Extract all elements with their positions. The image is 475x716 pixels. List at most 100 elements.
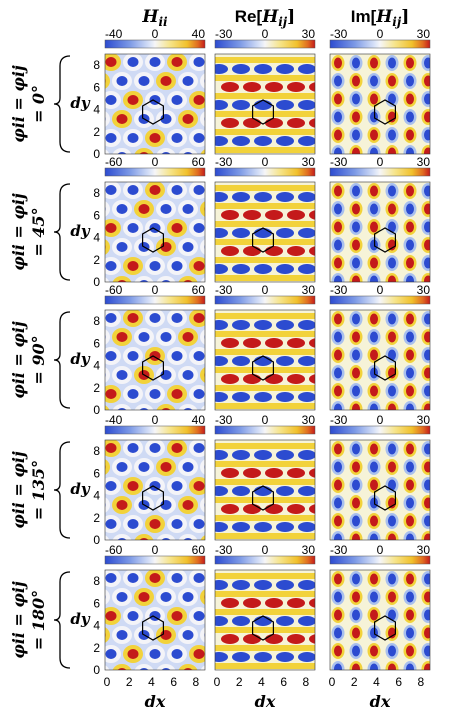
contour-core <box>334 75 342 87</box>
contour-lobe <box>243 210 261 220</box>
colorbar-tick-label: -30 <box>330 283 348 297</box>
contour-core <box>352 591 360 603</box>
colorbar <box>214 39 316 49</box>
contour-core <box>127 389 139 399</box>
contour-lobe <box>243 540 261 550</box>
y-tick-label: 6 <box>93 466 100 480</box>
contour-core <box>84 557 95 567</box>
contour-blob <box>200 589 205 605</box>
contour-core <box>149 57 161 67</box>
col-title-im-hij: Im[Hij] <box>351 7 410 29</box>
contour-lobe <box>298 228 315 238</box>
contour-blob <box>105 459 110 475</box>
row-label: φii = φij= 135° <box>9 451 48 529</box>
contour-core <box>388 609 396 621</box>
contour-core <box>205 294 216 304</box>
contour-core <box>406 479 414 491</box>
contour-stripe <box>215 221 315 227</box>
contour-lobe <box>276 392 294 402</box>
contour-core <box>352 533 360 540</box>
contour-blob <box>200 149 205 154</box>
contour-lobe <box>265 210 283 220</box>
contour-core <box>182 242 194 252</box>
colorbar-tick-label: 0 <box>262 27 269 41</box>
contour-blob <box>105 201 110 217</box>
contour-core <box>370 313 378 325</box>
contour-lobe <box>309 374 315 384</box>
contour-core <box>95 424 106 434</box>
contour-core <box>388 403 396 410</box>
contour-core <box>334 57 342 69</box>
contour-core <box>105 95 117 105</box>
colorbar-tick-label: 30 <box>417 155 431 169</box>
contour-blob <box>105 535 110 540</box>
contour-lobe <box>254 64 272 74</box>
contour-lobe <box>232 486 250 496</box>
panel-frame <box>104 439 206 541</box>
contour-core <box>388 313 396 325</box>
contour-lobe <box>243 374 261 384</box>
x-tick-label: 4 <box>373 675 380 689</box>
contour-lobe <box>232 356 250 366</box>
hexagon-cell <box>142 355 164 381</box>
contour-lobe <box>298 264 315 274</box>
contour-core <box>352 627 360 639</box>
contour-core <box>406 331 414 343</box>
contour-core <box>193 443 205 453</box>
col-title-re-hij: Re[Hij] <box>235 7 295 29</box>
contour-blob <box>200 239 205 255</box>
contour-core <box>334 129 342 141</box>
contour-core <box>171 519 183 529</box>
contour-lobe <box>265 246 283 256</box>
y-tick-label: 2 <box>93 511 100 525</box>
contour-blob <box>200 665 205 670</box>
contour-core <box>171 443 183 453</box>
contour-blob <box>178 664 198 670</box>
contour-lobe <box>254 320 272 330</box>
contour-lobe <box>309 210 315 220</box>
colorbar-tick-label: 40 <box>192 413 206 427</box>
contour-core <box>193 573 205 583</box>
contour-lobe <box>243 634 261 644</box>
colorbar-tick-label: 30 <box>417 283 431 297</box>
contour-core <box>116 332 128 342</box>
contour-core <box>182 114 194 124</box>
contour-lobe <box>276 192 294 202</box>
contour-core <box>388 443 396 455</box>
contour-core <box>370 275 378 282</box>
colorbar-tick-label: 0 <box>152 27 159 41</box>
contour-core <box>204 244 205 250</box>
contour-blob <box>178 534 198 540</box>
hexagon-cell <box>252 227 274 253</box>
contour-core <box>205 280 216 290</box>
contour-lobe <box>232 64 250 74</box>
y-tick-label: 0 <box>93 533 100 547</box>
contour-core <box>193 95 205 105</box>
contour-core <box>127 313 139 323</box>
contour-core <box>388 111 396 123</box>
colorbar-tick-label: -30 <box>330 543 348 557</box>
panel-frame <box>104 309 206 411</box>
contour-core <box>127 481 139 491</box>
contour-stripe <box>215 349 315 355</box>
contour-stripe <box>215 645 315 651</box>
contour-blob <box>105 627 110 643</box>
contour-lobe <box>243 410 261 420</box>
contour-blob <box>200 329 205 345</box>
contour-core <box>406 403 414 410</box>
contour-core <box>388 239 396 251</box>
contour-core <box>424 591 430 603</box>
contour-core <box>160 592 172 602</box>
contour-core <box>370 257 378 269</box>
hexagon-cell <box>374 615 396 641</box>
row-label-line1: φii = φij <box>9 451 28 529</box>
contour-core <box>139 668 149 670</box>
contour-core <box>117 280 127 282</box>
contour-core <box>406 645 414 657</box>
contour-core <box>171 649 183 659</box>
contour-core <box>334 627 342 639</box>
contour-core <box>424 609 430 621</box>
contour-core <box>424 147 430 154</box>
contour-lobe <box>287 338 305 348</box>
contour-panel <box>104 294 216 411</box>
